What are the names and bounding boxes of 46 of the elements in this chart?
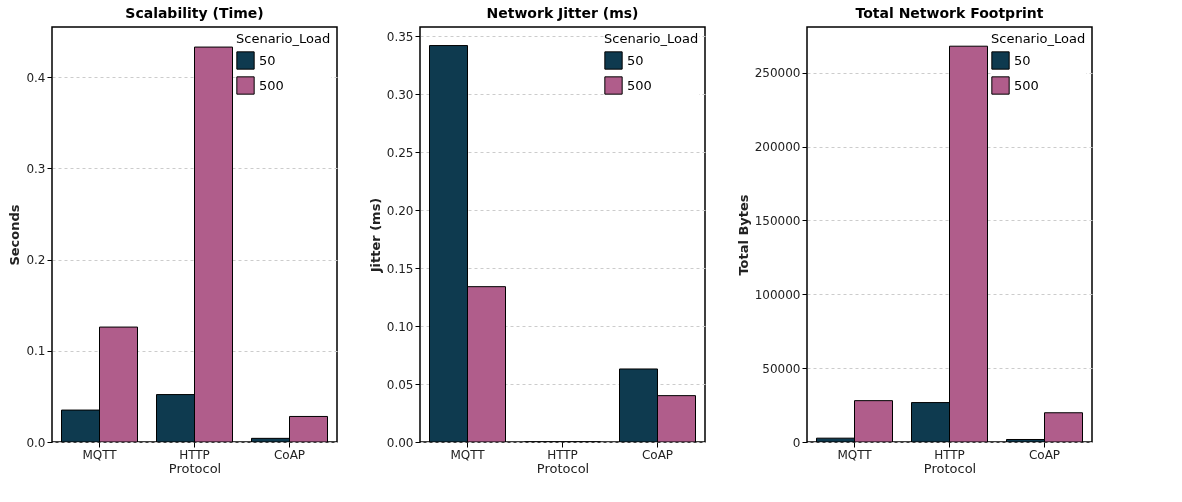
y-tick-label: 100000 xyxy=(754,287,801,302)
y-axis-title: Jitter (ms) xyxy=(367,197,383,274)
y-tick-label: 0.35 xyxy=(386,29,414,44)
legend-title: Scenario_Load xyxy=(236,31,331,46)
y-tick-label: 250000 xyxy=(754,66,801,81)
legend-label: 50 xyxy=(259,52,276,68)
y-tick-label: 0.15 xyxy=(386,261,414,276)
x-tick-label: HTTP xyxy=(934,447,965,462)
x-tick-label: CoAP xyxy=(273,447,306,462)
x-axis-title: Protocol xyxy=(168,460,222,476)
x-tick-label: MQTT xyxy=(450,447,486,462)
y-tick-label: 0.2 xyxy=(26,253,46,268)
y-tick-label: 0.0 xyxy=(26,435,46,450)
legend-title: Scenario_Load xyxy=(991,31,1086,46)
x-tick-label: HTTP xyxy=(179,447,210,462)
y-tick-label: 0.4 xyxy=(26,70,46,85)
y-axis-title: Total Bytes xyxy=(735,194,751,276)
x-tick-label: CoAP xyxy=(641,447,674,462)
legend-label: 500 xyxy=(1014,77,1039,93)
y-tick-label: 0.25 xyxy=(386,145,414,160)
y-tick-label: 0 xyxy=(792,435,801,450)
y-tick-label: 0.05 xyxy=(386,377,414,392)
y-tick-label: 0.1 xyxy=(26,344,46,359)
chart-title: Total Network Footprint xyxy=(855,5,1044,21)
legend-label: 50 xyxy=(1014,52,1031,68)
chart-title: Scalability (Time) xyxy=(125,5,264,21)
x-axis-title: Protocol xyxy=(923,460,977,476)
legend-label: 500 xyxy=(627,77,652,93)
y-tick-label: 0.10 xyxy=(386,319,414,334)
chart-title: Network Jitter (ms) xyxy=(486,5,639,21)
y-tick-label: 0.20 xyxy=(386,203,414,218)
y-tick-label: 0.00 xyxy=(386,435,414,450)
y-tick-label: 0.3 xyxy=(26,161,46,176)
legend-label: 500 xyxy=(259,77,284,93)
y-tick-label: 50000 xyxy=(762,361,801,376)
x-axis-title: Protocol xyxy=(536,460,590,476)
x-tick-label: HTTP xyxy=(547,447,578,462)
x-tick-label: MQTT xyxy=(837,447,873,462)
y-tick-label: 200000 xyxy=(754,140,801,155)
legend-label: 50 xyxy=(627,52,644,68)
y-tick-label: 150000 xyxy=(754,213,801,228)
x-tick-label: CoAP xyxy=(1028,447,1061,462)
legend-title: Scenario_Load xyxy=(604,31,699,46)
y-axis-title: Seconds xyxy=(7,204,23,266)
y-tick-label: 0.30 xyxy=(386,87,414,102)
x-tick-label: MQTT xyxy=(82,447,118,462)
